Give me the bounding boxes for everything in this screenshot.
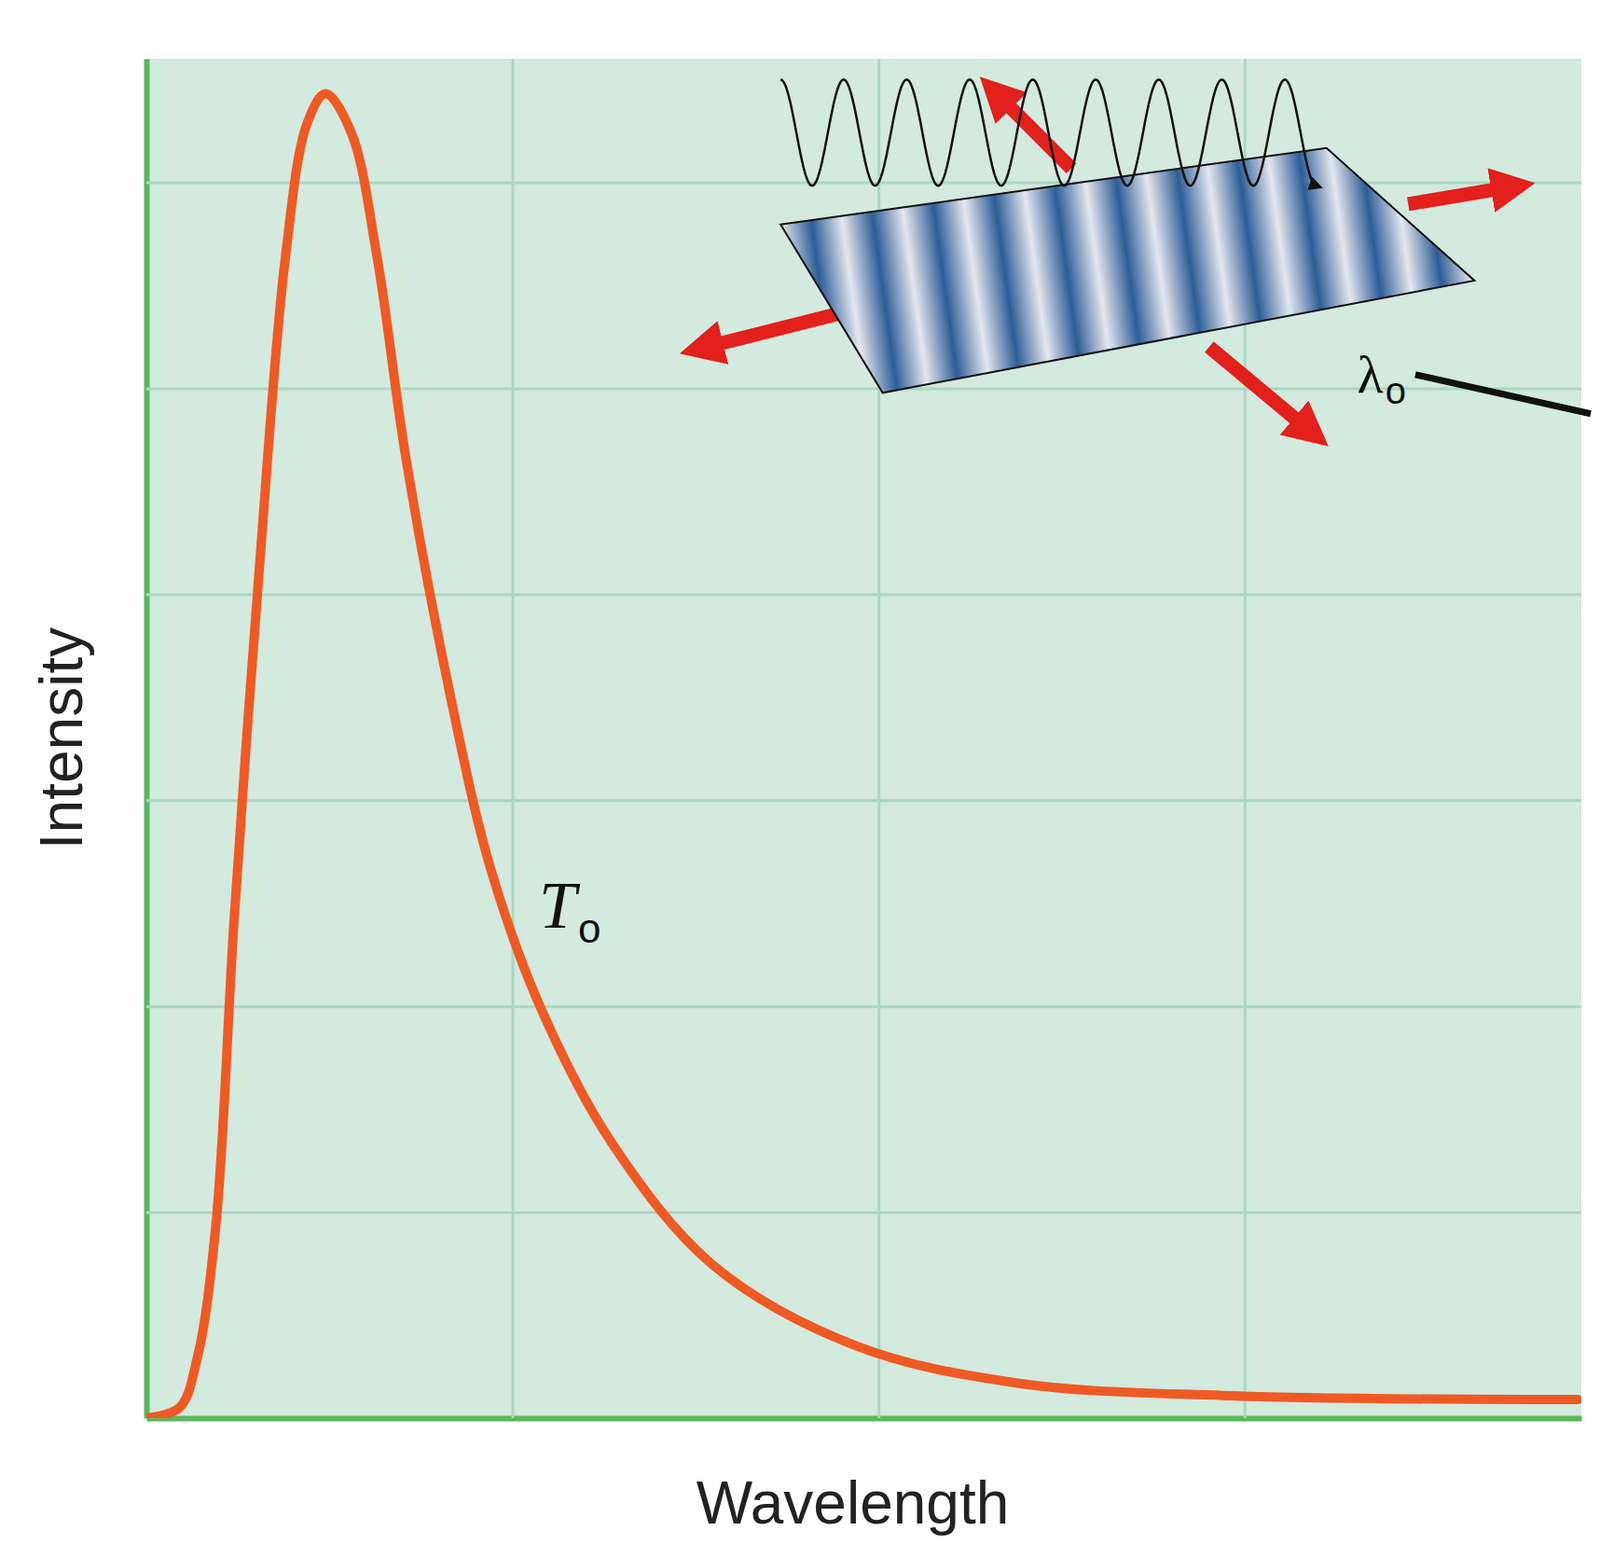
y-tick [146,593,1582,595]
red-arrow [1407,188,1500,204]
annotation-subscript: o [1385,370,1407,412]
x-axis [147,58,1583,1420]
annotation-subscript: o [578,905,601,952]
y-tick [146,1212,1582,1214]
x-grid-line [511,58,515,1419]
red-arrow [714,314,837,345]
annotation-text: T [538,868,581,943]
chart: WavelengthIntensityToλo [0,0,1600,1558]
y-tick [146,1006,1582,1007]
red-arrow [1005,101,1072,168]
red-arrow [1209,346,1301,424]
plot-background [146,58,1582,1419]
x-axis-line [147,1416,1583,1422]
spectrum-line [146,94,1578,1419]
temperature-label: To [538,868,602,952]
plot [146,58,1583,1420]
annotation-text: λ [1357,344,1384,405]
x-tick [512,58,514,1419]
y-tick [146,800,1582,801]
y-axis-title: Intensity [27,627,96,850]
wavelength-label: λo [1357,344,1407,412]
leader-line [1415,374,1591,414]
y-grid-line [146,1005,1582,1008]
y-grid-line [146,1211,1582,1214]
marks [146,94,1578,1419]
y-grid-line [146,799,1582,802]
x-axis-title: Wavelength [696,1469,1010,1537]
y-axis-line [144,59,151,1420]
wave [780,79,1317,186]
y-grid-line [146,593,1582,596]
inset-illustration [714,79,1501,424]
y-axis [146,59,1582,1420]
